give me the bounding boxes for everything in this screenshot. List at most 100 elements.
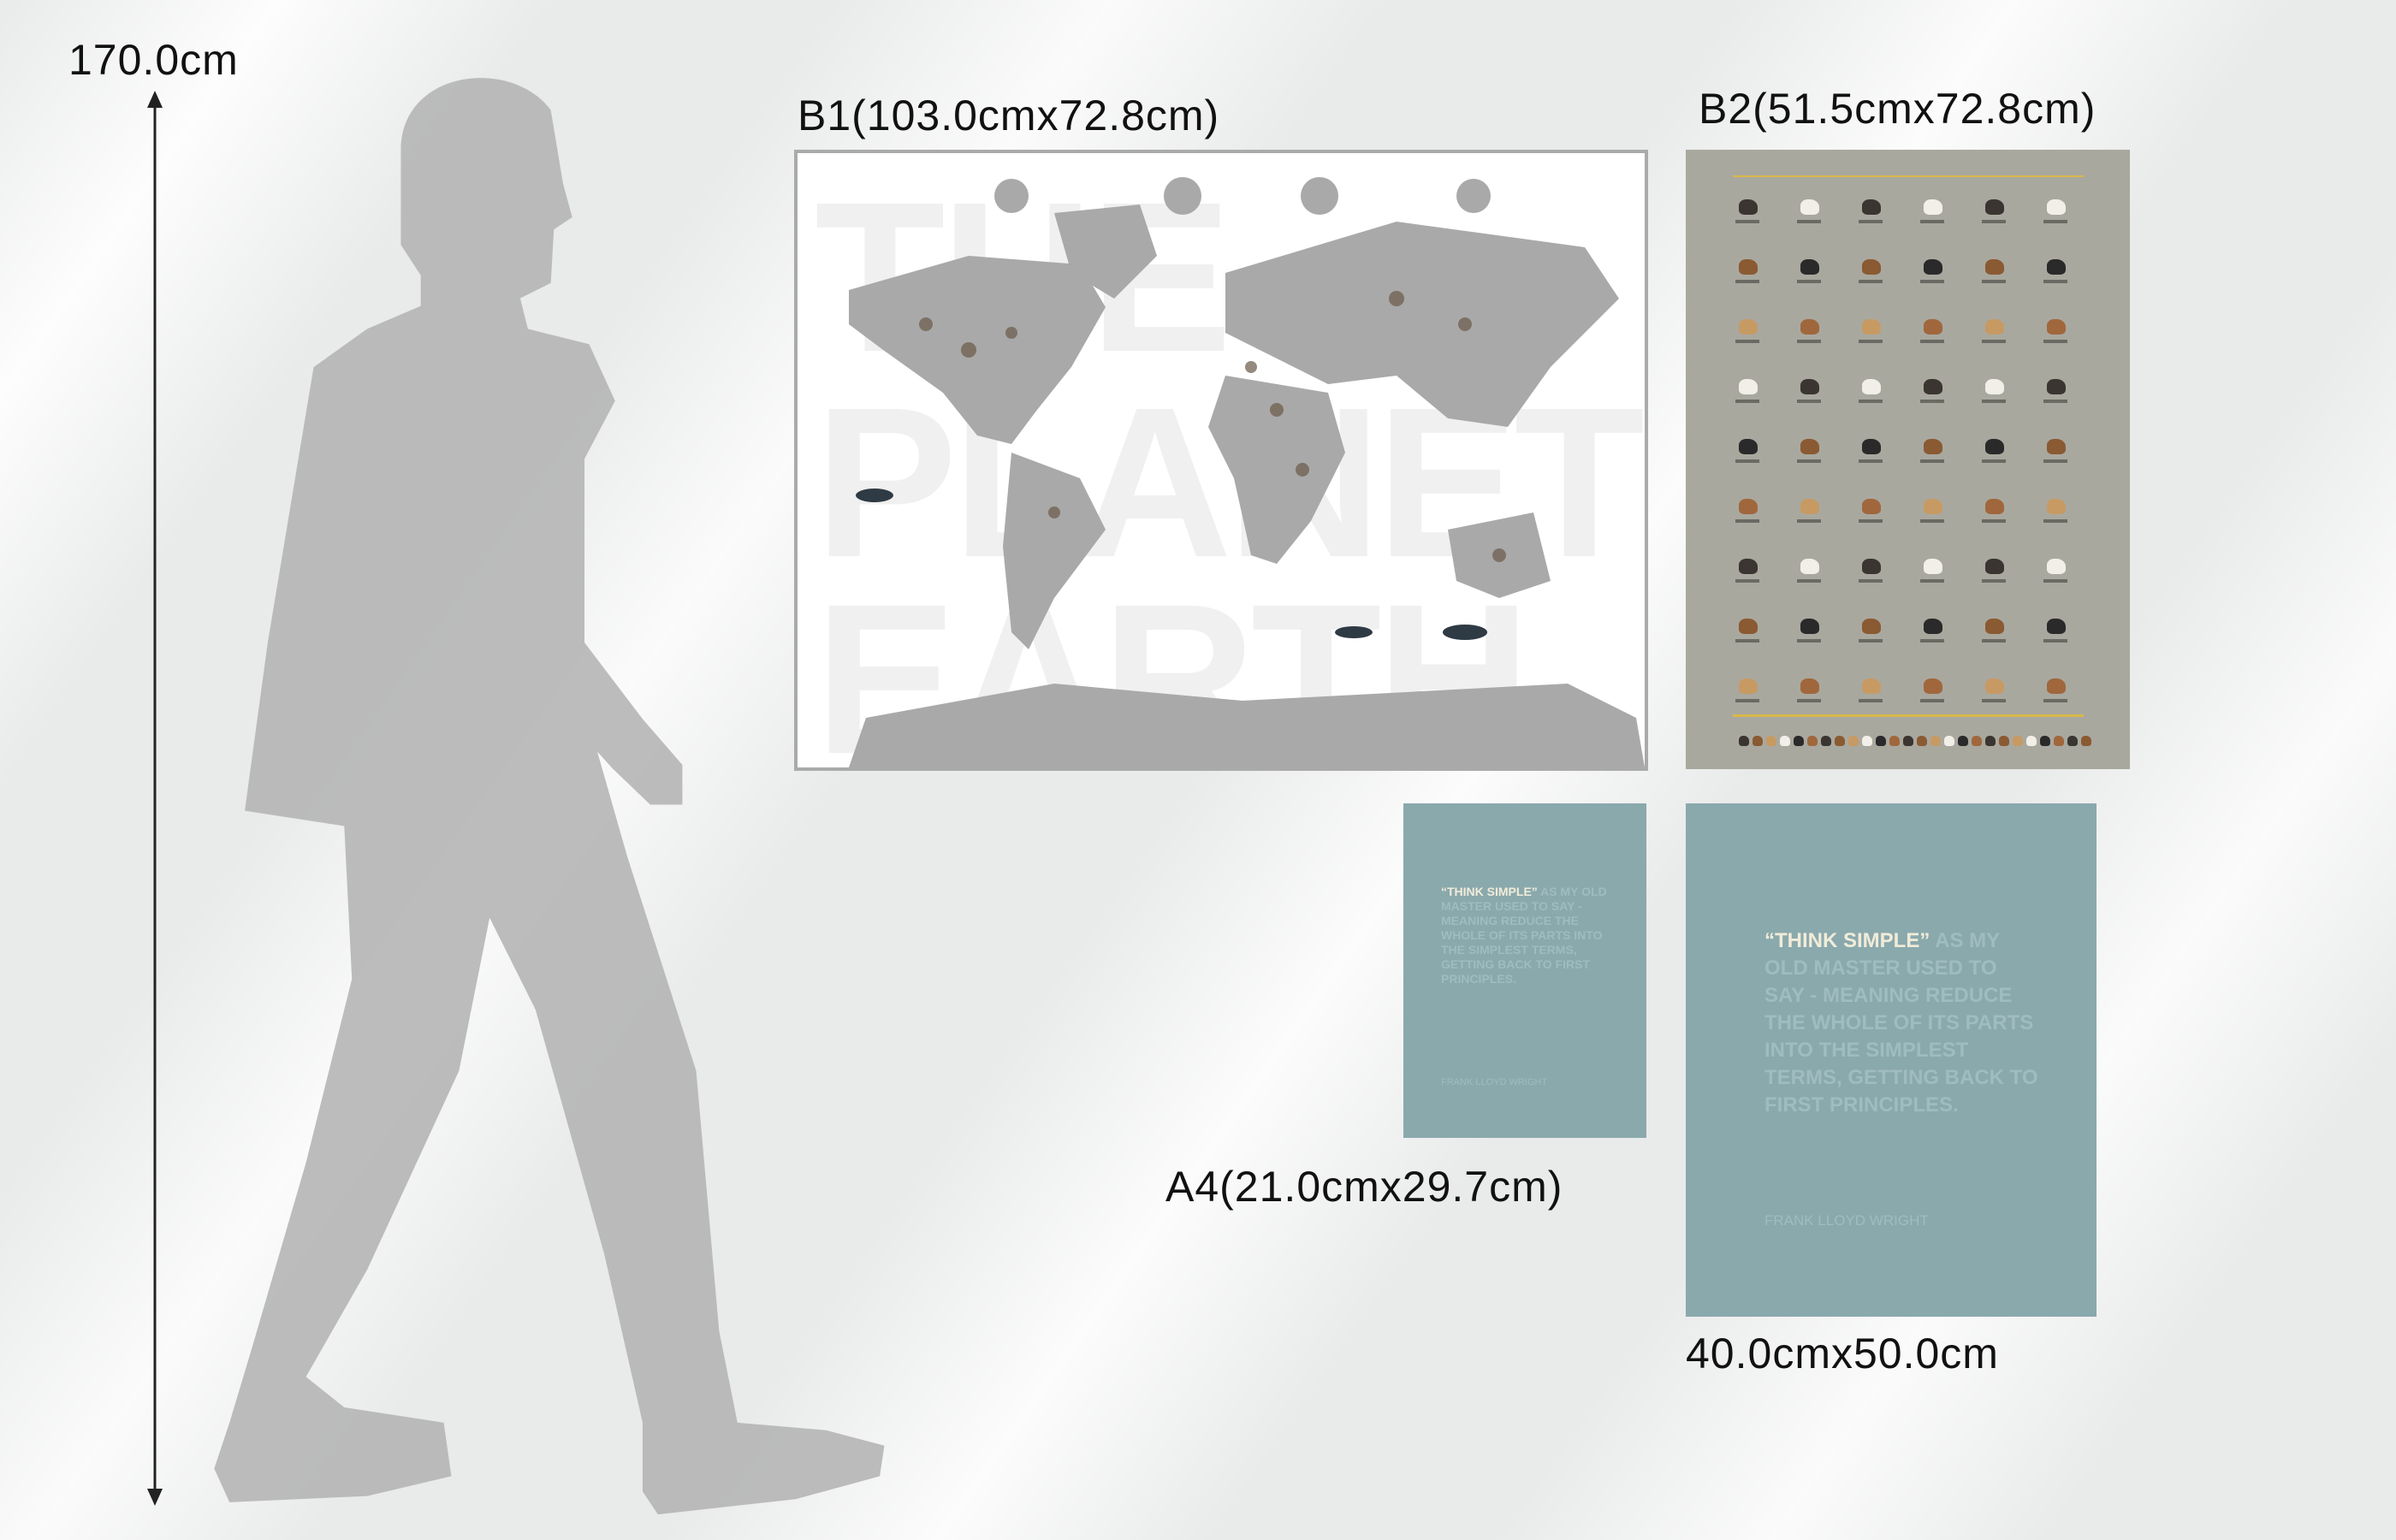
dog-caption — [1859, 519, 1883, 523]
dog-caption — [1797, 579, 1821, 583]
dog-illustration — [1739, 199, 1758, 215]
dog-illustration — [1924, 319, 1942, 335]
dog-caption — [1920, 400, 1944, 403]
dog-illustration — [1800, 379, 1819, 394]
dog-illustration — [2081, 736, 2091, 746]
dog-illustration — [1794, 736, 1804, 746]
dog-illustration — [1985, 439, 2004, 454]
quote-highlight: “THINK SIMPLE” — [1441, 885, 1538, 898]
dog-illustration — [1924, 259, 1942, 275]
dog-caption — [1797, 400, 1821, 403]
dog-illustration — [1862, 499, 1881, 514]
dog-caption — [1735, 220, 1759, 223]
dog-illustration — [1862, 259, 1881, 275]
dog-illustration — [2040, 736, 2050, 746]
dog-illustration — [1903, 736, 1913, 746]
dog-illustration — [1800, 319, 1819, 335]
dog-illustration — [1739, 559, 1758, 574]
dog-caption — [1982, 459, 2006, 463]
person-silhouette — [214, 78, 885, 1515]
dog-caption — [1735, 699, 1759, 702]
dog-illustration — [1800, 619, 1819, 634]
dog-illustration — [1848, 736, 1859, 746]
dog-illustration — [1739, 499, 1758, 514]
dog-caption — [2043, 639, 2067, 643]
dog-caption — [1797, 280, 1821, 283]
dog-caption — [2043, 459, 2067, 463]
poster-bottom-rule — [1733, 714, 2084, 717]
dog-caption — [1859, 639, 1883, 643]
dog-caption — [1859, 400, 1883, 403]
quote-text: “THINK SIMPLE” AS MY OLD MASTER USED TO … — [1441, 885, 1612, 986]
dog-illustration — [2047, 559, 2066, 574]
world-map-poster: THE PLANET EARTH — [794, 150, 1648, 771]
dog-illustration — [1924, 678, 1942, 694]
dog-illustration — [1800, 439, 1819, 454]
dog-illustration — [1821, 736, 1831, 746]
dog-illustration — [1800, 199, 1819, 215]
dog-illustration — [1862, 678, 1881, 694]
dog-caption — [1735, 280, 1759, 283]
dog-illustration — [1958, 736, 1968, 746]
dog-caption — [1920, 220, 1944, 223]
dog-caption — [1982, 400, 2006, 403]
dog-illustration — [1985, 619, 2004, 634]
dog-illustration — [1862, 379, 1881, 394]
dog-illustration — [2047, 619, 2066, 634]
dog-illustration — [1835, 736, 1845, 746]
dog-illustration — [1924, 439, 1942, 454]
quote-text: “THINK SIMPLE” AS MY OLD MASTER USED TO … — [1764, 927, 2038, 1119]
dog-illustration — [1985, 259, 2004, 275]
dog-caption — [1982, 220, 2006, 223]
dog-illustration — [1862, 199, 1881, 215]
dog-caption — [1797, 459, 1821, 463]
dog-illustration — [1780, 736, 1790, 746]
dog-illustration — [1985, 678, 2004, 694]
dog-illustration — [2047, 439, 2066, 454]
dog-caption — [1920, 280, 1944, 283]
dog-caption — [1797, 639, 1821, 643]
dog-illustration — [1876, 736, 1886, 746]
dog-illustration — [2047, 678, 2066, 694]
quote-body: AS MY OLD MASTER USED TO SAY - MEANING R… — [1764, 929, 2038, 1116]
dog-breeds-poster — [1686, 150, 2130, 769]
dog-caption — [1982, 699, 2006, 702]
dog-illustration — [1985, 499, 2004, 514]
dog-caption — [2043, 699, 2067, 702]
dog-illustration — [1739, 259, 1758, 275]
p40-size-label: 40.0cmx50.0cm — [1686, 1330, 1999, 1377]
dog-illustration — [1985, 379, 2004, 394]
dog-illustration — [1985, 199, 2004, 215]
quote-author: FRANK LLOYD WRIGHT — [1764, 1212, 1929, 1229]
dog-illustration — [2047, 199, 2066, 215]
dog-illustration — [2047, 499, 2066, 514]
quote-poster-40x50: “THINK SIMPLE” AS MY OLD MASTER USED TO … — [1686, 803, 2096, 1317]
dog-illustration — [1807, 736, 1818, 746]
dog-caption — [1735, 579, 1759, 583]
dog-caption — [2043, 280, 2067, 283]
dog-illustration — [1930, 736, 1941, 746]
dog-caption — [2043, 220, 2067, 223]
dog-caption — [1982, 639, 2006, 643]
dog-caption — [1735, 639, 1759, 643]
dog-caption — [1735, 459, 1759, 463]
dog-illustration — [1739, 439, 1758, 454]
dog-illustration — [1862, 319, 1881, 335]
dog-illustration — [2054, 736, 2064, 746]
dog-caption — [1735, 400, 1759, 403]
dog-caption — [1982, 519, 2006, 523]
dog-caption — [1735, 340, 1759, 343]
dog-illustration — [1862, 736, 1872, 746]
dog-illustration — [1766, 736, 1776, 746]
dog-illustration — [1924, 379, 1942, 394]
dog-caption — [2043, 340, 2067, 343]
dog-illustration — [2047, 379, 2066, 394]
b2-size-label: B2(51.5cmx72.8cm) — [1699, 85, 2096, 133]
dog-caption — [1859, 459, 1883, 463]
dog-illustration — [1985, 319, 2004, 335]
dog-caption — [1920, 639, 1944, 643]
dog-illustration — [1739, 319, 1758, 335]
dog-caption — [1797, 220, 1821, 223]
dog-illustration — [2047, 319, 2066, 335]
a4-size-label: A4(21.0cmx29.7cm) — [1165, 1163, 1563, 1211]
